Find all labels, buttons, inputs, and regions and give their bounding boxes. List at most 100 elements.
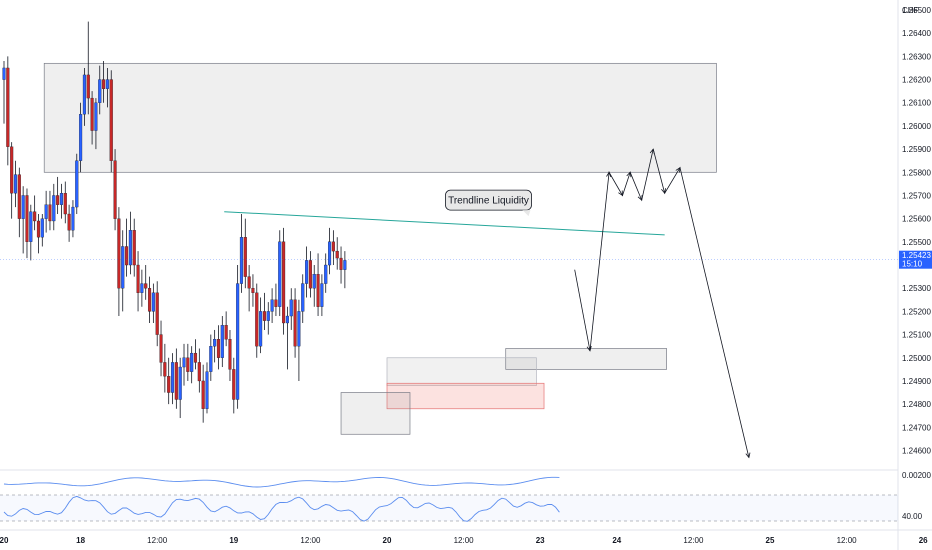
candle-body — [147, 288, 152, 312]
candle-body — [289, 299, 293, 317]
candle-body — [266, 311, 270, 321]
time-axis[interactable]: 20 18 12:00 19 12:00 20 12:00 23 24 12:00 25 12:00 2… — [0, 536, 932, 545]
candle-body — [105, 79, 109, 89]
candle-body — [190, 352, 194, 372]
candle-body — [59, 193, 63, 205]
candle-body — [86, 74, 90, 99]
projection-arrowhead — [606, 171, 612, 178]
price-tick-label: 1.26200 — [902, 76, 931, 85]
candle-body — [224, 325, 228, 340]
price-tick-label: 1.25900 — [902, 145, 931, 154]
indicator-value-upper: 0.00200 — [902, 471, 931, 480]
candle-body — [167, 376, 171, 393]
price-tick-label: 1.25200 — [902, 307, 931, 316]
price-tick-label: 1.26300 — [902, 52, 931, 61]
candle-body — [71, 206, 75, 231]
candle-body — [151, 292, 155, 312]
candle-body — [94, 102, 98, 131]
price-tick-label: 1.26100 — [902, 99, 931, 108]
low-demand-zone — [340, 392, 411, 435]
price-tick-label: 1.24900 — [902, 377, 931, 386]
candle-body — [163, 362, 167, 377]
price-tick-label: 1.25800 — [902, 168, 931, 177]
indicator-value-lower: 40.00 — [902, 512, 923, 521]
candle-body — [335, 250, 339, 259]
candle-body — [136, 264, 140, 293]
time-tick-label: 24 — [612, 536, 621, 545]
trendline-layer — [224, 211, 665, 236]
candle-body — [213, 339, 217, 347]
zones-layer — [43, 62, 717, 435]
time-tick-label: 23 — [536, 536, 545, 545]
candle-body — [79, 114, 83, 161]
candle-body — [155, 292, 159, 335]
candle-body — [216, 339, 221, 358]
price-tick-label: 1.25000 — [902, 354, 931, 363]
candle-body — [259, 311, 263, 347]
candle-body — [186, 357, 190, 372]
time-tick-label: 25 — [766, 536, 775, 545]
candle-body — [205, 371, 209, 409]
candle-body — [236, 283, 240, 400]
candle-body — [178, 366, 182, 400]
time-tick-label: 12:00 — [147, 536, 168, 545]
price-tick-label: 1.26500 — [902, 6, 931, 15]
candle-body — [343, 260, 347, 270]
candle-body — [102, 79, 106, 89]
candle-body — [17, 174, 21, 219]
candle-body — [197, 362, 201, 382]
callout-text: Trendline Liquidity — [448, 196, 529, 207]
projection-arrowhead — [637, 195, 643, 201]
candle-body — [339, 257, 343, 270]
candle-body — [75, 160, 79, 208]
last-price-value: 1.25423 — [902, 251, 931, 260]
price-tick-label: 1.24700 — [902, 423, 931, 432]
axis-currency: CHF — [902, 6, 919, 15]
candle-body — [305, 260, 309, 284]
projection-path — [574, 148, 750, 458]
price-tick-label: 1.25300 — [902, 284, 931, 293]
candle-body — [25, 195, 29, 242]
time-tick-label: 12:00 — [300, 536, 321, 545]
time-tick-label: 20 — [0, 536, 9, 545]
candle-body — [182, 357, 186, 368]
projection-arrowhead — [649, 148, 655, 155]
candle-body — [29, 211, 33, 242]
candle-body — [278, 241, 282, 307]
candle-body — [293, 299, 297, 347]
candle-body — [251, 288, 255, 293]
candle-body — [2, 67, 6, 80]
price-tick-label: 1.26400 — [902, 29, 931, 38]
projection-arrowhead — [618, 190, 623, 197]
candle-body — [63, 193, 67, 215]
indicator-band-fill — [0, 495, 898, 521]
time-tick-label: 26 — [919, 536, 928, 545]
candle-body — [327, 241, 332, 266]
callout-pointer — [522, 210, 531, 217]
indicator-line-upper — [3, 476, 560, 488]
price-tick-label: 1.25100 — [902, 331, 931, 340]
candle-body — [109, 79, 113, 161]
candle-body — [174, 362, 178, 400]
candle-body — [40, 218, 44, 238]
candle-body — [255, 292, 259, 347]
candle-body — [125, 246, 129, 266]
candle-body — [10, 146, 14, 194]
candle-body — [285, 315, 289, 324]
projection-arrowhead — [675, 166, 681, 173]
mid-demand-zone — [386, 357, 537, 386]
candle-body — [331, 241, 335, 252]
time-tick-label: 19 — [229, 536, 238, 545]
candle-body — [262, 311, 266, 321]
candle-body — [90, 97, 94, 131]
candle-body — [324, 264, 328, 284]
candle-body — [247, 276, 251, 289]
candle-body — [13, 174, 18, 194]
candle-body — [228, 339, 232, 370]
candle-body — [56, 195, 60, 205]
time-tick-label: 18 — [76, 536, 85, 545]
candle-body — [132, 230, 136, 266]
